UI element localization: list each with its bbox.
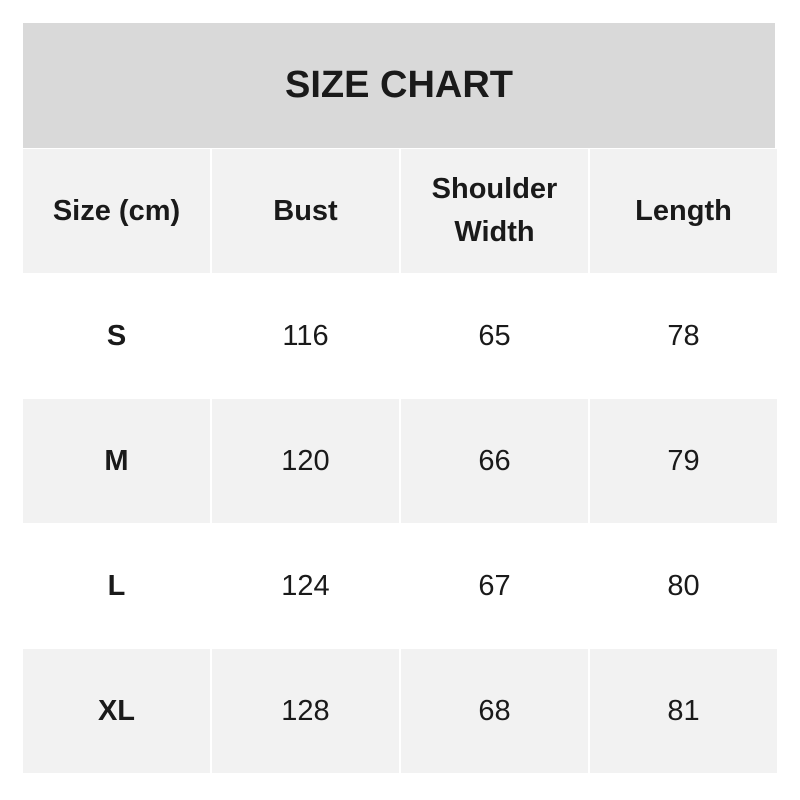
row-m-length: 79 — [590, 399, 777, 523]
row-l-size: L — [23, 524, 210, 648]
row-s-shoulder: 65 — [401, 274, 588, 398]
row-xl-size: XL — [23, 649, 210, 773]
header-bust: Bust — [212, 149, 399, 273]
row-l-bust: 124 — [212, 524, 399, 648]
size-chart-title: SIZE CHART — [23, 23, 775, 148]
header-size: Size (cm) — [23, 149, 210, 273]
row-s-size: S — [23, 274, 210, 398]
size-table: Size (cm) Bust Shoulder Width Length S 1… — [23, 149, 777, 773]
row-xl-shoulder: 68 — [401, 649, 588, 773]
row-m-size: M — [23, 399, 210, 523]
row-xl-length: 81 — [590, 649, 777, 773]
header-length: Length — [590, 149, 777, 273]
header-shoulder-width-label: Shoulder Width — [431, 173, 558, 248]
row-l-length: 80 — [590, 524, 777, 648]
row-m-shoulder: 66 — [401, 399, 588, 523]
row-s-length: 78 — [590, 274, 777, 398]
header-shoulder-width: Shoulder Width — [401, 149, 588, 273]
row-xl-bust: 128 — [212, 649, 399, 773]
row-l-shoulder: 67 — [401, 524, 588, 648]
row-s-bust: 116 — [212, 274, 399, 398]
row-m-bust: 120 — [212, 399, 399, 523]
